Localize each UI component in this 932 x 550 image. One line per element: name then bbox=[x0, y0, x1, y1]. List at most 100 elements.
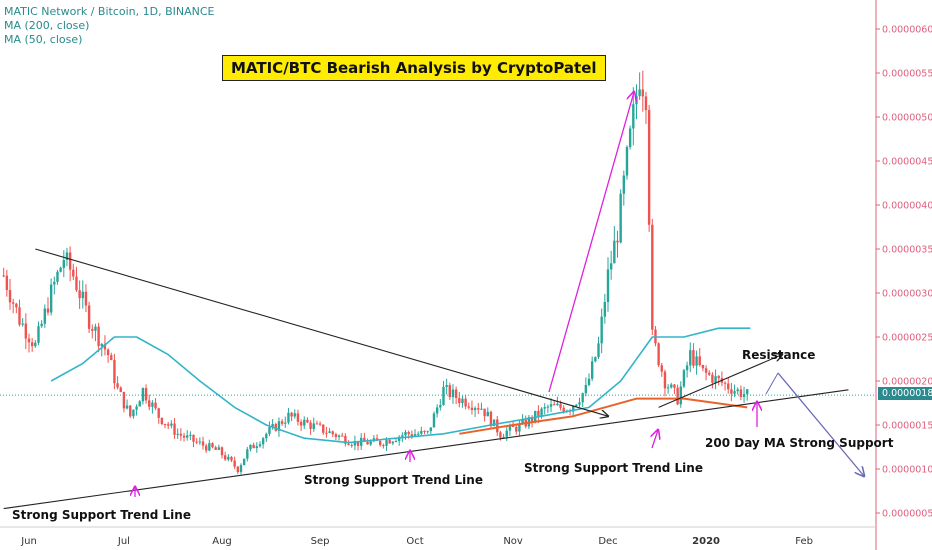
candle-body bbox=[628, 128, 632, 148]
candle-body bbox=[502, 436, 505, 438]
annotation-support-trend-2: Strong Support Trend Line bbox=[524, 461, 703, 475]
candle-body bbox=[230, 456, 233, 461]
candle-body bbox=[261, 438, 265, 445]
candle-body bbox=[723, 382, 727, 384]
annotation-support-trend-3: Strong Support Trend Line bbox=[12, 508, 191, 522]
candle-body bbox=[382, 445, 385, 447]
candle-body bbox=[353, 440, 357, 446]
candle-body bbox=[43, 308, 47, 324]
candle-body bbox=[341, 435, 344, 437]
candle-body bbox=[252, 444, 255, 449]
candle-body bbox=[5, 275, 9, 291]
candle-body bbox=[293, 413, 296, 417]
candle-body bbox=[467, 406, 470, 408]
candle-body bbox=[11, 302, 15, 304]
candle-body bbox=[227, 456, 230, 460]
candle-body bbox=[201, 441, 205, 446]
candle-body bbox=[603, 302, 607, 317]
candle-body bbox=[448, 385, 452, 398]
candle-body bbox=[632, 104, 635, 129]
candle-body bbox=[306, 419, 309, 423]
candle-body bbox=[647, 110, 651, 225]
candle-body bbox=[325, 432, 328, 434]
candle-body bbox=[15, 303, 18, 308]
time-tick-label: Aug bbox=[212, 536, 232, 547]
candle-body bbox=[676, 387, 679, 405]
candle-body bbox=[106, 349, 110, 356]
candle-body bbox=[122, 391, 126, 409]
candle-body bbox=[135, 406, 138, 410]
ma50-line bbox=[50, 327, 751, 444]
legend-ma200[interactable]: MA (200, close) bbox=[4, 19, 90, 32]
candle-body bbox=[337, 435, 341, 438]
candle-body bbox=[483, 408, 486, 417]
candle-body bbox=[103, 343, 107, 350]
candle-body bbox=[511, 425, 515, 427]
candle-body bbox=[571, 405, 575, 412]
candle-body bbox=[179, 433, 183, 436]
candle-body bbox=[141, 388, 145, 402]
candle-body bbox=[394, 441, 398, 443]
candle-body bbox=[698, 356, 701, 365]
legend-symbol[interactable]: MATIC Network / Bitcoin, 1D, BINANCE bbox=[4, 5, 215, 18]
candle-body bbox=[543, 407, 546, 409]
candle-body bbox=[290, 412, 293, 417]
candle-body bbox=[350, 444, 353, 446]
candle-body bbox=[546, 406, 550, 408]
candle-body bbox=[505, 430, 508, 437]
candle-body bbox=[318, 423, 322, 425]
candle-body bbox=[53, 281, 56, 285]
candle-body bbox=[21, 323, 24, 325]
candle-body bbox=[651, 224, 654, 330]
candle-body bbox=[404, 432, 407, 436]
candle-body bbox=[714, 376, 717, 383]
candle-body bbox=[679, 386, 682, 405]
moving-average-layer bbox=[50, 327, 751, 444]
candle-body bbox=[416, 433, 420, 435]
descending-trend-line bbox=[35, 248, 608, 416]
candle-body bbox=[616, 240, 619, 243]
candle-body bbox=[590, 361, 594, 379]
candle-body bbox=[660, 365, 663, 372]
annotation-resistance: Resistance bbox=[742, 348, 816, 362]
candle-body bbox=[312, 423, 315, 429]
candle-body bbox=[151, 402, 154, 407]
candle-body bbox=[670, 384, 673, 388]
candle-body bbox=[91, 328, 94, 331]
candle-body bbox=[56, 271, 59, 282]
candle-body bbox=[442, 386, 445, 406]
candle-body bbox=[407, 432, 410, 435]
candle-body bbox=[508, 425, 512, 431]
time-axis: Jun Jul Aug Sep Oct Nov Dec 2020 Feb bbox=[20, 536, 813, 547]
candle-body bbox=[62, 260, 66, 268]
candle-body bbox=[486, 411, 489, 417]
candle-body bbox=[81, 291, 84, 299]
time-tick-label: Oct bbox=[406, 536, 423, 547]
candle-body bbox=[182, 435, 186, 438]
candle-body bbox=[363, 437, 366, 442]
candle-body bbox=[708, 372, 711, 375]
candle-body bbox=[578, 402, 581, 405]
candle-body bbox=[366, 441, 369, 445]
candle-body bbox=[480, 408, 483, 410]
candle-body bbox=[521, 419, 524, 424]
candle-body bbox=[299, 421, 303, 426]
candle-body bbox=[34, 342, 37, 347]
candle-body bbox=[185, 435, 189, 438]
candle-body bbox=[518, 423, 521, 432]
candle-body bbox=[666, 387, 670, 389]
legend-ma50[interactable]: MA (50, close) bbox=[4, 33, 83, 46]
candle-body bbox=[148, 400, 151, 407]
candle-body bbox=[429, 427, 433, 432]
candle-body bbox=[625, 147, 629, 176]
annotation-200ma-support: 200 Day MA Strong Support bbox=[705, 436, 894, 450]
candle-body bbox=[287, 412, 290, 423]
candle-body bbox=[322, 424, 325, 433]
candle-body bbox=[401, 435, 404, 437]
